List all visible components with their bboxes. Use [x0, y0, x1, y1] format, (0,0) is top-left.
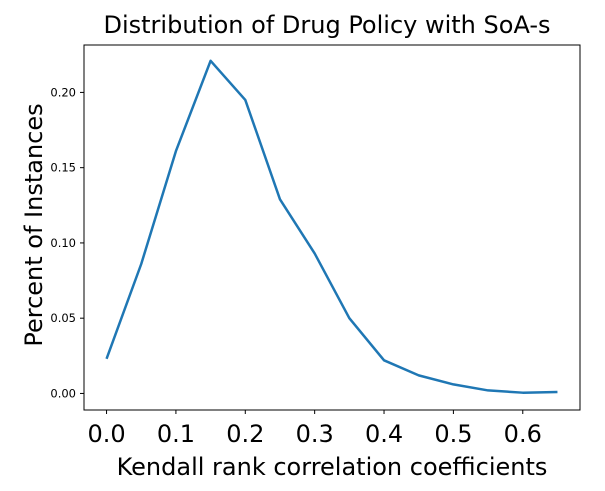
x-tick-label: 0.3	[296, 420, 334, 448]
plot-area-frame	[83, 44, 581, 411]
y-axis-label: Percent of Instances	[20, 103, 48, 346]
x-tick-label: 0.5	[434, 420, 472, 448]
x-tick-label: 0.1	[157, 420, 195, 448]
x-tick-label: 0.4	[365, 420, 403, 448]
x-tick-label: 0.0	[87, 420, 125, 448]
x-axis-ticks: 0.0 0.1 0.2 0.3 0.4 0.5 0.6	[87, 410, 542, 448]
y-tick-label: 0.00	[50, 386, 76, 400]
x-tick-label: 0.2	[226, 420, 264, 448]
data-series-line	[105, 59, 558, 394]
x-axis-label: Kendall rank correlation coefficients	[117, 453, 548, 481]
y-tick-label: 0.20	[50, 85, 76, 99]
chart-title: Distribution of Drug Policy with SoA-s	[103, 11, 550, 39]
x-tick-label: 0.6	[504, 420, 542, 448]
y-axis-ticks: 0.00 0.05 0.10 0.15 0.20	[50, 85, 84, 400]
y-tick-label: 0.10	[50, 236, 76, 250]
y-tick-label: 0.15	[50, 161, 76, 175]
y-tick-label: 0.05	[50, 311, 76, 325]
